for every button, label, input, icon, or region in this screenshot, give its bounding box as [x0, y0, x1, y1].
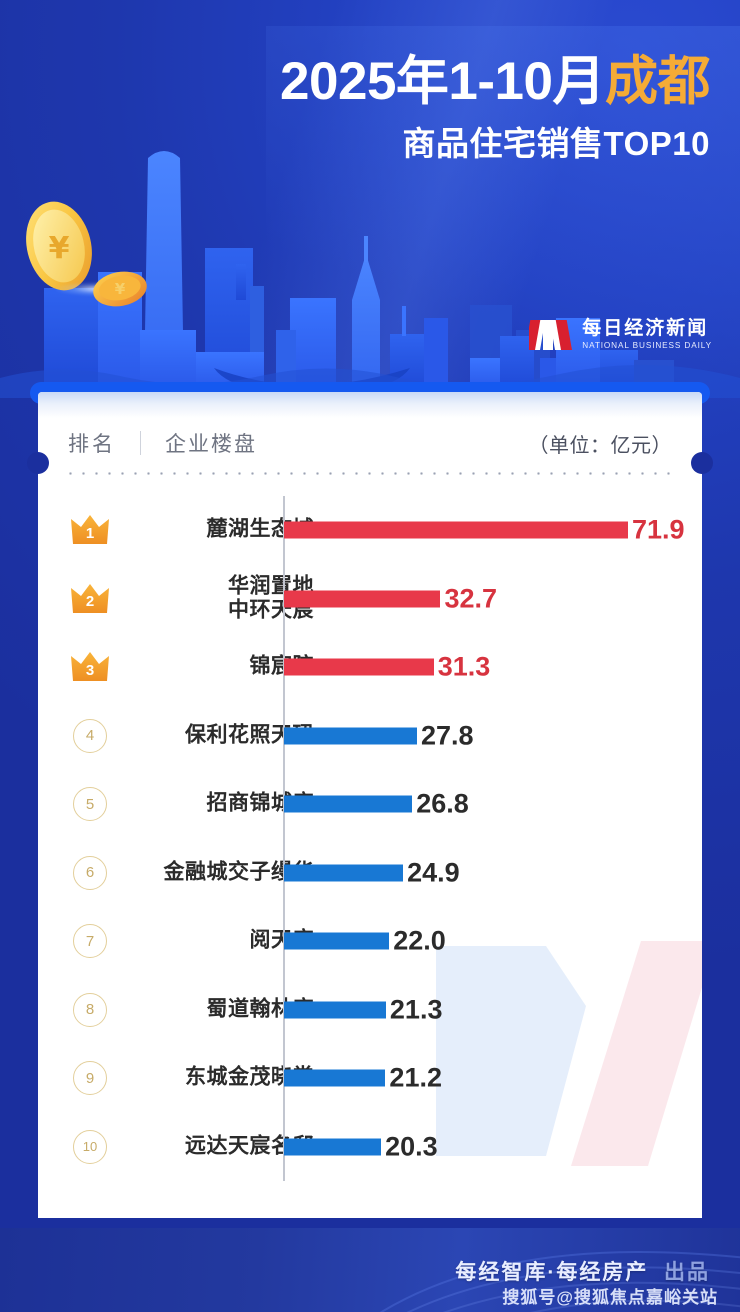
header-divider — [140, 431, 141, 455]
rank-circle: 4 — [68, 716, 112, 756]
card-top-glow — [38, 392, 702, 418]
value-label: 24.9 — [407, 857, 460, 888]
value-label: 20.3 — [385, 1131, 438, 1162]
title-city: 成都 — [605, 52, 711, 111]
project-name: 东城金茂晓棠 — [185, 1065, 314, 1089]
yuan-coin-icon: ¥ — [93, 271, 147, 307]
rank-number: 8 — [73, 992, 107, 1027]
svg-text:¥: ¥ — [49, 231, 70, 266]
project-name: 金融城交子缦华 — [163, 860, 314, 884]
logo-name-cn: 每日经济新闻 — [582, 318, 709, 340]
axis-line — [283, 838, 285, 907]
axis-line — [283, 1044, 285, 1113]
axis-line — [283, 701, 285, 770]
rank-circle: 7 — [68, 921, 112, 961]
rank-circle: 8 — [68, 990, 112, 1030]
project-name: 远达天宸名邸 — [185, 1134, 314, 1158]
page-title: 2025年1-10月成都 商品住宅销售TOP10 — [280, 52, 710, 166]
nbd-logo-mark-icon — [529, 320, 573, 350]
table-row: 3 锦宸院 31.3 — [38, 633, 702, 702]
column-header-rank: 排名 — [68, 433, 116, 456]
value-bar — [284, 521, 628, 539]
rank-circle: 9 — [68, 1058, 112, 1098]
crown-icon: 1 — [68, 510, 112, 550]
table-row: 9 东城金茂晓棠 21.2 — [38, 1044, 702, 1113]
ranking-card: 排名 企业楼盘 （单位：亿元） 1 麓湖生态城 71.9 2 华润置地 中环天宸 32.7… — [38, 392, 702, 1228]
value-label: 27.8 — [421, 720, 474, 751]
rank-number: 7 — [73, 924, 107, 959]
svg-text:¥: ¥ — [115, 280, 126, 298]
axis-line — [283, 975, 285, 1044]
rank-number: 1 — [85, 524, 95, 542]
footer-background — [0, 1228, 740, 1312]
value-label: 21.3 — [389, 994, 443, 1025]
value-bar — [284, 727, 417, 745]
table-row: 5 招商锦城序 26.8 — [38, 770, 702, 839]
axis-line — [283, 633, 285, 702]
yuan-coin-icon: ¥ — [26, 201, 92, 291]
value-bar — [284, 795, 413, 813]
rank-number: 6 — [73, 855, 107, 890]
axis-line — [283, 496, 285, 565]
value-label: 32.7 — [444, 583, 497, 614]
card-notch-right — [691, 452, 713, 474]
value-bar — [284, 1138, 382, 1156]
rank-circle: 6 — [68, 853, 112, 893]
card-notch-left — [27, 452, 49, 474]
rank-number: 5 — [73, 787, 107, 822]
value-bar — [284, 1069, 386, 1087]
source-watermark: 搜狐号@搜狐焦点嘉峪关站 — [502, 1288, 718, 1307]
axis-line — [283, 907, 285, 976]
table-row: 1 麓湖生态城 71.9 — [38, 496, 702, 565]
rank-number: 9 — [73, 1061, 107, 1096]
watermark-logo-icon — [436, 941, 702, 1166]
footer-credit-suffix: 出品 — [664, 1261, 710, 1284]
column-header-name: 企业楼盘 — [165, 433, 257, 456]
axis-line — [283, 564, 285, 633]
value-label: 21.2 — [389, 1062, 442, 1093]
value-bar — [284, 590, 441, 608]
axis-line — [283, 770, 285, 839]
value-label: 26.8 — [416, 788, 469, 819]
table-row: 2 华润置地 中环天宸 32.7 — [38, 564, 702, 633]
value-label: 31.3 — [437, 651, 491, 682]
value-label: 22.0 — [393, 925, 446, 956]
value-label: 71.9 — [632, 514, 685, 545]
title-period: 2025年1-10月 — [280, 52, 605, 111]
table-row: 7 阅天府 22.0 — [38, 907, 702, 976]
project-name: 保利花照天珺 — [185, 723, 314, 747]
brand-logo: 每日经济新闻 NATIONAL BUSINESS DAILY — [529, 316, 712, 354]
footer-credit-main: 每经智库·每经房产 — [455, 1261, 649, 1284]
rank-circle: 10 — [68, 1127, 112, 1167]
value-bar — [284, 932, 390, 950]
logo-name-en: NATIONAL BUSINESS DAILY — [582, 341, 712, 351]
rank-number: 2 — [85, 593, 95, 611]
rank-circle: 5 — [68, 784, 112, 824]
table-header: 排名 企业楼盘 （单位：亿元） — [38, 416, 702, 470]
value-bar — [284, 658, 434, 676]
footer: 每经智库·每经房产 出品 搜狐号@搜狐焦点嘉峪关站 — [0, 1228, 740, 1312]
axis-line — [283, 1112, 285, 1181]
title-subtitle: 商品住宅销售TOP10 — [402, 125, 710, 163]
footer-credit: 每经智库·每经房产 出品 — [455, 1256, 710, 1286]
table-row: 8 蜀道翰林府 21.3 — [38, 975, 702, 1044]
rank-number: 3 — [85, 661, 95, 679]
table-row: 10 远达天宸名邸 20.3 — [38, 1112, 702, 1181]
crown-icon: 3 — [68, 647, 112, 687]
rank-number: 10 — [73, 1129, 107, 1164]
footer-swoosh-decoration — [379, 1251, 740, 1312]
column-header-unit: （单位：亿元） — [528, 434, 672, 457]
rank-number: 4 — [73, 718, 107, 753]
title-line-main: 2025年1-10月成都 — [280, 52, 710, 111]
table-row: 6 金融城交子缦华 24.9 — [38, 838, 702, 907]
crown-icon: 2 — [68, 579, 112, 619]
table-row: 4 保利花照天珺 27.8 — [38, 701, 702, 770]
dotted-separator — [64, 472, 676, 475]
value-bar — [284, 1001, 386, 1019]
ranking-row-list: 1 麓湖生态城 71.9 2 华润置地 中环天宸 32.7 3 锦宸院 31.3 4 保利花照天珺 2… — [38, 496, 702, 1181]
value-bar — [284, 864, 404, 882]
